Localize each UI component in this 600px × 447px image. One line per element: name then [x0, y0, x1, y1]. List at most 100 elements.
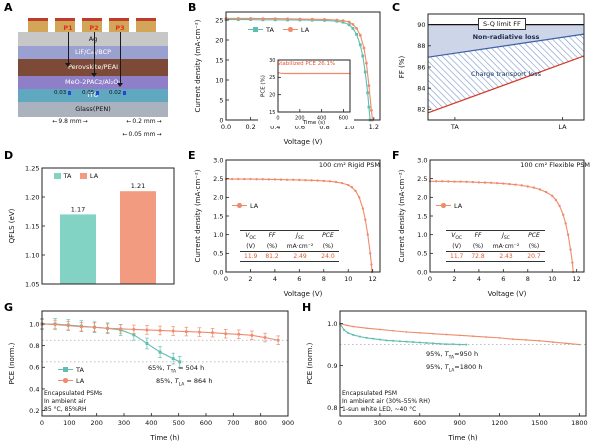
metal-grid-contacts — [18, 14, 168, 32]
thermal-stability-chart: 0 100 200 300 400 500 600 700 800 900 0.2 0.4 0.6 0.8… — [8, 310, 294, 442]
panel-label-c: C — [392, 1, 401, 14]
svg-text:1.15: 1.15 — [25, 222, 39, 230]
svg-text:1.17: 1.17 — [71, 205, 85, 213]
svg-text:30: 30 — [269, 58, 275, 64]
svg-text:200: 200 — [295, 116, 305, 122]
rigid-module-jv-chart: 0 2 4 6 8 10 12 0.0 0.5 1.0 1.5 2.0 2.5 3.0 Voltage (V… — [194, 156, 381, 298]
svg-text:4: 4 — [477, 275, 481, 283]
svg-text:700: 700 — [227, 419, 239, 427]
panel-g-thermal-stability: G 0 100 200 300 400 500 600 700 800 900 0.2 0.4 0.6 0… — [2, 300, 300, 445]
svg-text:500: 500 — [172, 419, 184, 427]
sq-limit-label: S-Q limit FF — [478, 18, 526, 30]
svg-text:12: 12 — [369, 275, 377, 283]
layer-label: Glass(PEN) — [75, 105, 111, 114]
svg-text:0.6: 0.6 — [295, 123, 305, 131]
layer-label: MeO-2PACz/Al₂O₃ — [65, 78, 121, 87]
qfls-bar-chart: 1.17 1.21 1.05 1.10 1.15 1.20 1.25 QFLS (eV) — [8, 164, 175, 288]
svg-text:0.0: 0.0 — [213, 268, 223, 276]
layer-label: Ag — [89, 36, 98, 43]
la-marker-icon — [58, 377, 73, 385]
svg-text:0: 0 — [338, 419, 342, 427]
ta-swatch-icon — [54, 172, 61, 180]
svg-text:2: 2 — [452, 275, 456, 283]
scribe-width-p3: 0.02 — [109, 90, 127, 96]
svg-text:FF (%): FF (%) — [398, 56, 406, 79]
layer-ito: ITO — [18, 89, 168, 102]
panel-d-qfls-bars: D 1.17 1.21 1.05 1.10 1.15 1.20 1.25 QFLS (eV) … — [2, 148, 186, 300]
svg-text:1.0: 1.0 — [213, 231, 223, 239]
la-marker-icon — [436, 202, 451, 210]
probe-arrow-icon — [117, 32, 123, 87]
svg-text:12: 12 — [573, 275, 581, 283]
svg-text:0.0: 0.0 — [417, 268, 427, 276]
svg-text:1200: 1200 — [491, 419, 508, 427]
svg-text:0.5: 0.5 — [213, 250, 223, 258]
svg-text:0.8: 0.8 — [29, 342, 39, 350]
metrics-values-row: 11.7 72.8 2.43 20.7 — [450, 253, 541, 261]
svg-text:10: 10 — [548, 275, 556, 283]
dimension-9-8mm: 9.8 mm — [18, 118, 122, 125]
scribe-mark-icon — [122, 91, 127, 95]
svg-text:8: 8 — [322, 275, 326, 283]
dimension-0-2mm: 0.2 mm — [122, 118, 166, 125]
contact-bar-cap — [82, 18, 102, 21]
probe-arrow-icon — [91, 32, 97, 77]
svg-text:6: 6 — [297, 275, 301, 283]
svg-text:15: 15 — [269, 110, 275, 116]
jv-chart: 0.0 0.2 0.4 0.6 0.8 1.0 1.2 0 5 10 15 20 25 Voltage (… — [194, 11, 381, 146]
svg-text:400: 400 — [145, 419, 157, 427]
layer-ag: Ag — [18, 32, 168, 46]
svg-text:0: 0 — [276, 116, 279, 122]
svg-text:15: 15 — [215, 56, 223, 64]
flexible-psm-metrics-table: VOC FF JSC PCE (V) (%) mA·cm⁻² (%) 11.7 … — [446, 230, 545, 263]
svg-text:1.0: 1.0 — [344, 123, 354, 131]
probe-arrow-icon — [65, 32, 71, 67]
panel-c-ff-loss-analysis: C TA LA 82 84 86 88 90 FF (%) S-Q limit FF Non-… — [390, 0, 598, 148]
svg-text:Time (s): Time (s) — [302, 120, 325, 126]
svg-text:1.0: 1.0 — [29, 320, 39, 328]
svg-text:0.6: 0.6 — [29, 364, 39, 372]
scribe-mark-icon — [95, 91, 100, 95]
legend-item-la: LA — [232, 202, 258, 210]
flexible-module-jv-chart: 0 2 4 6 8 10 12 0.0 0.5 1.0 1.5 2.0 2.5 3.0 Voltage (V… — [398, 156, 585, 298]
contact-bar-cap — [109, 18, 129, 21]
svg-text:Time (h): Time (h) — [149, 434, 180, 442]
contact-bar — [136, 18, 156, 32]
svg-text:6: 6 — [501, 275, 505, 283]
scribe-width-p2: 0.05 — [82, 90, 100, 96]
layer-lif-c60-bcp: LiF/C₆₀/BCP — [18, 46, 168, 59]
svg-text:Time (h): Time (h) — [447, 434, 478, 442]
nonradiative-loss-label: Non-radiative loss — [472, 33, 540, 41]
svg-text:3.0: 3.0 — [417, 156, 427, 164]
scribe-width-p1: 0.03 — [54, 90, 72, 96]
svg-text:1.25: 1.25 — [25, 164, 39, 172]
panel-label-e: E — [188, 149, 196, 162]
svg-text:25: 25 — [269, 75, 275, 81]
svg-text:QFLS (eV): QFLS (eV) — [8, 208, 16, 243]
stabilized-pce-inset-chart: 0 200 400 600 15 20 25 30 Time (s) PCE (%) — [258, 54, 354, 126]
svg-text:1.10: 1.10 — [25, 251, 39, 259]
svg-text:1.05: 1.05 — [25, 280, 39, 288]
svg-text:800: 800 — [254, 419, 266, 427]
dimension-row-1: 9.8 mm 0.2 mm — [18, 118, 168, 125]
svg-text:1500: 1500 — [531, 419, 548, 427]
svg-text:0.5: 0.5 — [417, 250, 427, 258]
svg-text:20: 20 — [215, 36, 223, 44]
scribe-mark-icon — [67, 91, 72, 95]
probe-p2: P2 — [88, 24, 100, 77]
svg-text:PCE (norm.): PCE (norm.) — [8, 342, 16, 384]
legend-item-ta: TA — [58, 366, 84, 374]
svg-text:84: 84 — [417, 85, 425, 93]
svg-text:2.5: 2.5 — [417, 175, 427, 183]
svg-text:0.2: 0.2 — [29, 407, 39, 415]
svg-text:90: 90 — [417, 21, 425, 29]
la-marker-icon — [282, 26, 298, 34]
panel-label-a: A — [4, 1, 13, 14]
charge-transport-loss-label: Charge transport loss — [470, 70, 542, 78]
svg-text:Current density (mA·cm⁻²): Current density (mA·cm⁻²) — [194, 169, 202, 262]
la-t85-annotation: 85%, TLA = 864 h — [156, 377, 213, 388]
contact-bar — [28, 18, 48, 32]
ff-loss-chart: TA LA 82 84 86 88 90 FF (%) — [398, 13, 585, 131]
svg-text:1.21: 1.21 — [131, 182, 145, 190]
